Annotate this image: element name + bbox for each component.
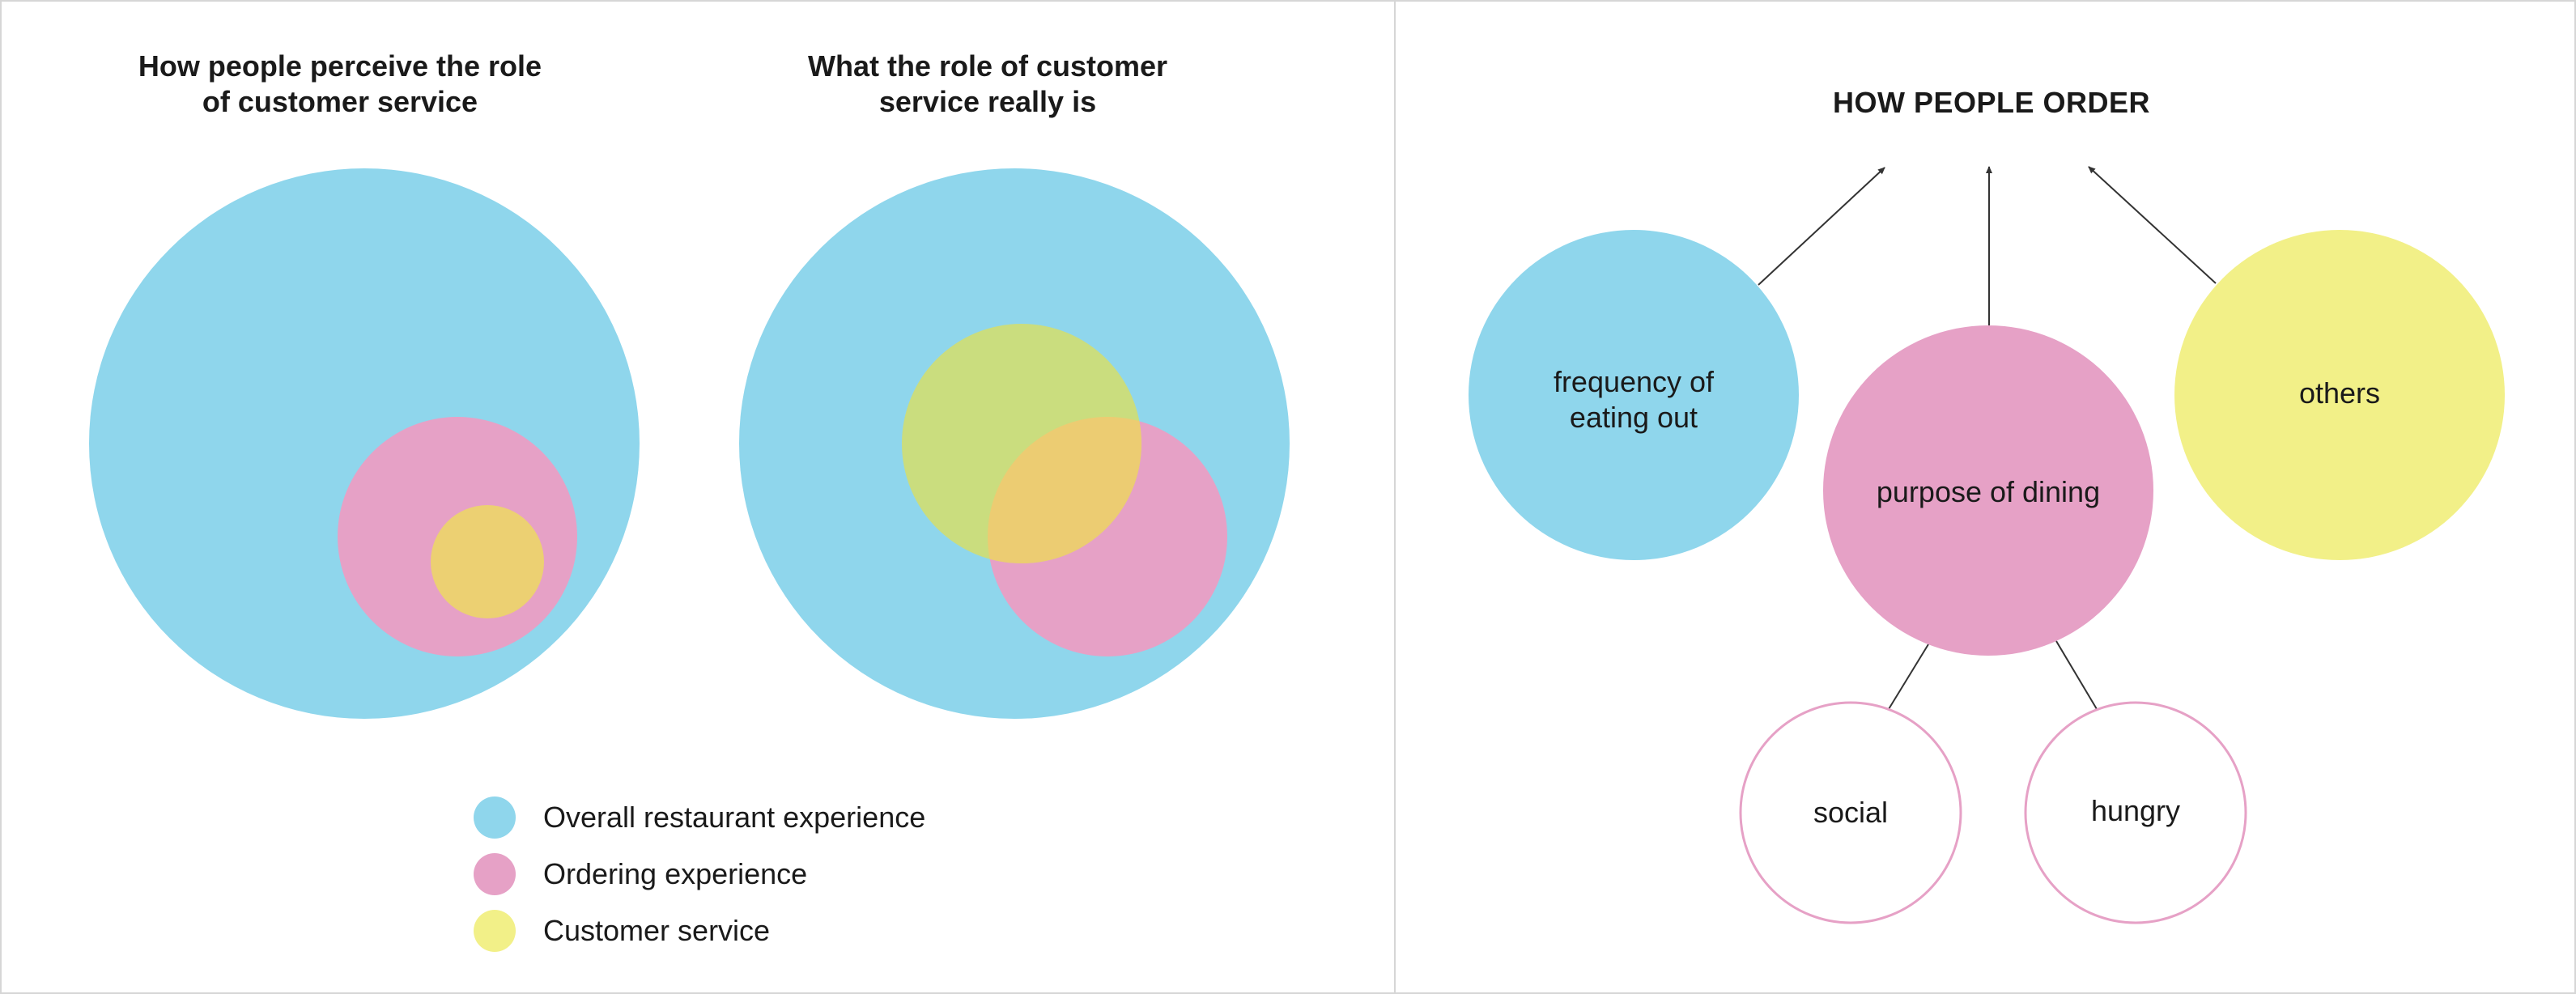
reality-title: What the role of customer service really… — [807, 49, 1168, 118]
node-frequency-label: frequency of eating out — [1553, 365, 1715, 434]
node-social-label: social — [1813, 796, 1889, 829]
legend-swatch-overall — [474, 796, 516, 839]
legend-swatch-ordering — [474, 853, 516, 895]
panel-divider — [1394, 0, 1396, 994]
node-others — [2174, 230, 2505, 560]
arrow-frequency — [1758, 167, 1885, 286]
perception-service-circle — [431, 505, 544, 618]
link-social — [1888, 644, 1929, 710]
legend-label-overall: Overall restaurant experience — [543, 801, 926, 834]
perception-title: How people perceive the role of customer… — [138, 49, 542, 118]
node-others-label: others — [2298, 376, 2381, 410]
node-social — [1739, 701, 1962, 924]
reality-venn — [739, 168, 1290, 719]
node-hungry-label: hungry — [2090, 794, 2181, 827]
node-purpose-label: purpose of dining — [1876, 475, 2101, 508]
arrow-others — [2088, 166, 2217, 284]
perception-overall-circle — [89, 168, 640, 719]
legend-item-ordering: Ordering experience — [474, 853, 807, 895]
order-nodes — [1469, 230, 2505, 924]
connector-lines — [1758, 166, 2217, 710]
perception-venn — [89, 168, 640, 719]
legend-swatch-service — [474, 910, 516, 952]
link-hungry — [2055, 640, 2098, 710]
node-frequency — [1469, 230, 1799, 560]
legend-item-service: Customer service — [474, 910, 770, 952]
node-purpose — [1823, 325, 2153, 656]
legend-item-overall: Overall restaurant experience — [474, 796, 925, 839]
node-hungry — [2024, 701, 2247, 924]
how-people-order-title: HOW PEOPLE ORDER — [1832, 86, 2151, 119]
legend-label-service: Customer service — [543, 914, 771, 947]
legend-label-ordering: Ordering experience — [543, 857, 808, 890]
